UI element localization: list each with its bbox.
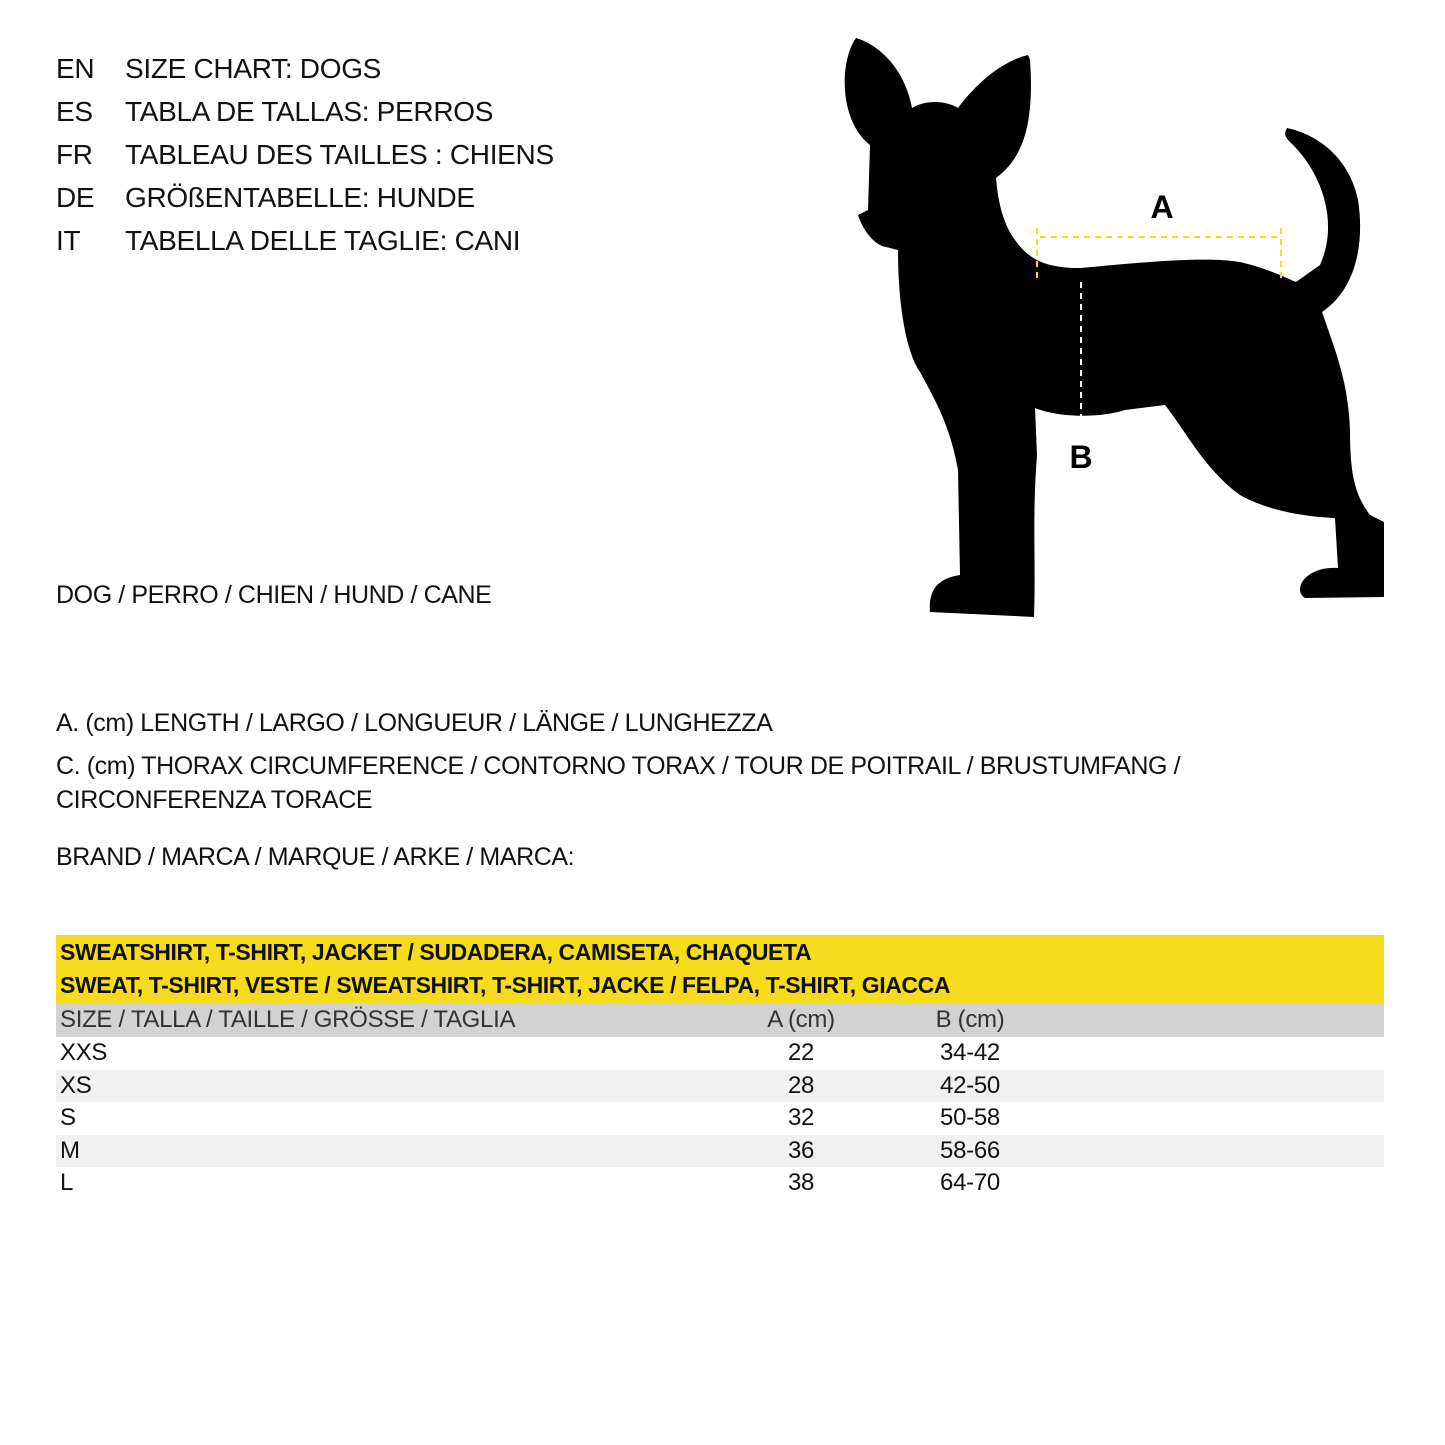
- header-b: B (cm): [935, 1006, 1005, 1033]
- table-row: S 32 50-58: [56, 1102, 1384, 1135]
- title-block: EN SIZE CHART: DOGS ES TABLA DE TALLAS: PE…: [56, 49, 796, 264]
- cell-b: 64-70: [940, 1169, 1000, 1196]
- cell-a: 36: [787, 1136, 815, 1164]
- title-en: EN SIZE CHART: DOGS: [56, 49, 796, 92]
- lang-code: FR: [56, 139, 93, 170]
- cell-b: 58-66: [940, 1136, 1000, 1164]
- cell-a: 22: [787, 1039, 815, 1066]
- title-es: ES TABLA DE TALLAS: PERROS: [56, 92, 796, 135]
- measure-a-line: [1036, 228, 1282, 278]
- title-it: IT TABELLA DELLE TAGLIE: CANI: [56, 221, 796, 264]
- title-text: TABLA DE TALLAS: PERROS: [125, 96, 494, 127]
- table-row: XS 28 42-50: [56, 1069, 1384, 1102]
- title-text: SIZE CHART: DOGS: [125, 53, 382, 84]
- cell-b: 50-58: [940, 1104, 1000, 1131]
- lang-code: EN: [56, 53, 95, 84]
- cell-a: 38: [787, 1169, 815, 1196]
- title-text: TABLEAU DES TAILLES : CHIENS: [125, 139, 554, 170]
- table-row: M 36 58-66: [56, 1134, 1384, 1167]
- table-title-line2: SWEAT, T-SHIRT, VESTE / SWEATSHIRT, T-SH…: [60, 972, 951, 998]
- title-text: GRÖßENTABELLE: HUNDE: [125, 182, 475, 213]
- size-table: SWEATSHIRT, T-SHIRT, JACKET / SUDADERA, …: [56, 935, 1384, 1200]
- cell-size: XXS: [60, 1039, 108, 1066]
- header-size: SIZE / TALLA / TAILLE / GRÖSSE / TAGLIA: [60, 1006, 516, 1033]
- table-header: SIZE / TALLA / TAILLE / GRÖSSE / TAGLIA …: [56, 1003, 1384, 1037]
- cell-size: XS: [60, 1071, 92, 1099]
- title-text: TABELLA DELLE TAGLIE: CANI: [125, 225, 521, 256]
- title-de: DE GRÖßENTABELLE: HUNDE: [56, 178, 796, 221]
- cell-b: 34-42: [940, 1039, 1000, 1066]
- table-title-line1: SWEATSHIRT, T-SHIRT, JACKET / SUDADERA, …: [60, 939, 812, 965]
- cell-a: 32: [787, 1104, 815, 1131]
- dog-silhouette: [844, 38, 1384, 617]
- cell-b: 42-50: [940, 1071, 1000, 1099]
- title-fr: FR TABLEAU DES TAILLES : CHIENS: [56, 135, 796, 178]
- header-a: A (cm): [767, 1006, 835, 1033]
- legend-c: C. (cm) THORAX CIRCUMFERENCE / CONTORNO …: [56, 752, 1181, 814]
- dog-diagram: A B: [844, 38, 1384, 617]
- table-row: L 38 64-70: [56, 1167, 1384, 1200]
- label-a: A: [1150, 189, 1173, 225]
- cell-size: S: [60, 1104, 76, 1131]
- lang-code: DE: [56, 182, 95, 213]
- cell-a: 28: [787, 1071, 815, 1099]
- table-title: SWEATSHIRT, T-SHIRT, JACKET / SUDADERA, …: [56, 935, 1384, 1003]
- lang-code: ES: [56, 96, 93, 127]
- cell-size: L: [60, 1169, 74, 1196]
- brand-label: BRAND / MARCA / MARQUE / ARKE / MARCA:: [56, 843, 575, 871]
- table-row: XXS 22 34-42: [56, 1037, 1384, 1070]
- animal-label: DOG / PERRO / CHIEN / HUND / CANE: [56, 581, 492, 609]
- label-b: B: [1069, 439, 1092, 475]
- cell-size: M: [60, 1136, 80, 1164]
- lang-code: IT: [56, 225, 81, 256]
- legend-a: A. (cm) LENGTH / LARGO / LONGUEUR / LÄNG…: [56, 709, 773, 737]
